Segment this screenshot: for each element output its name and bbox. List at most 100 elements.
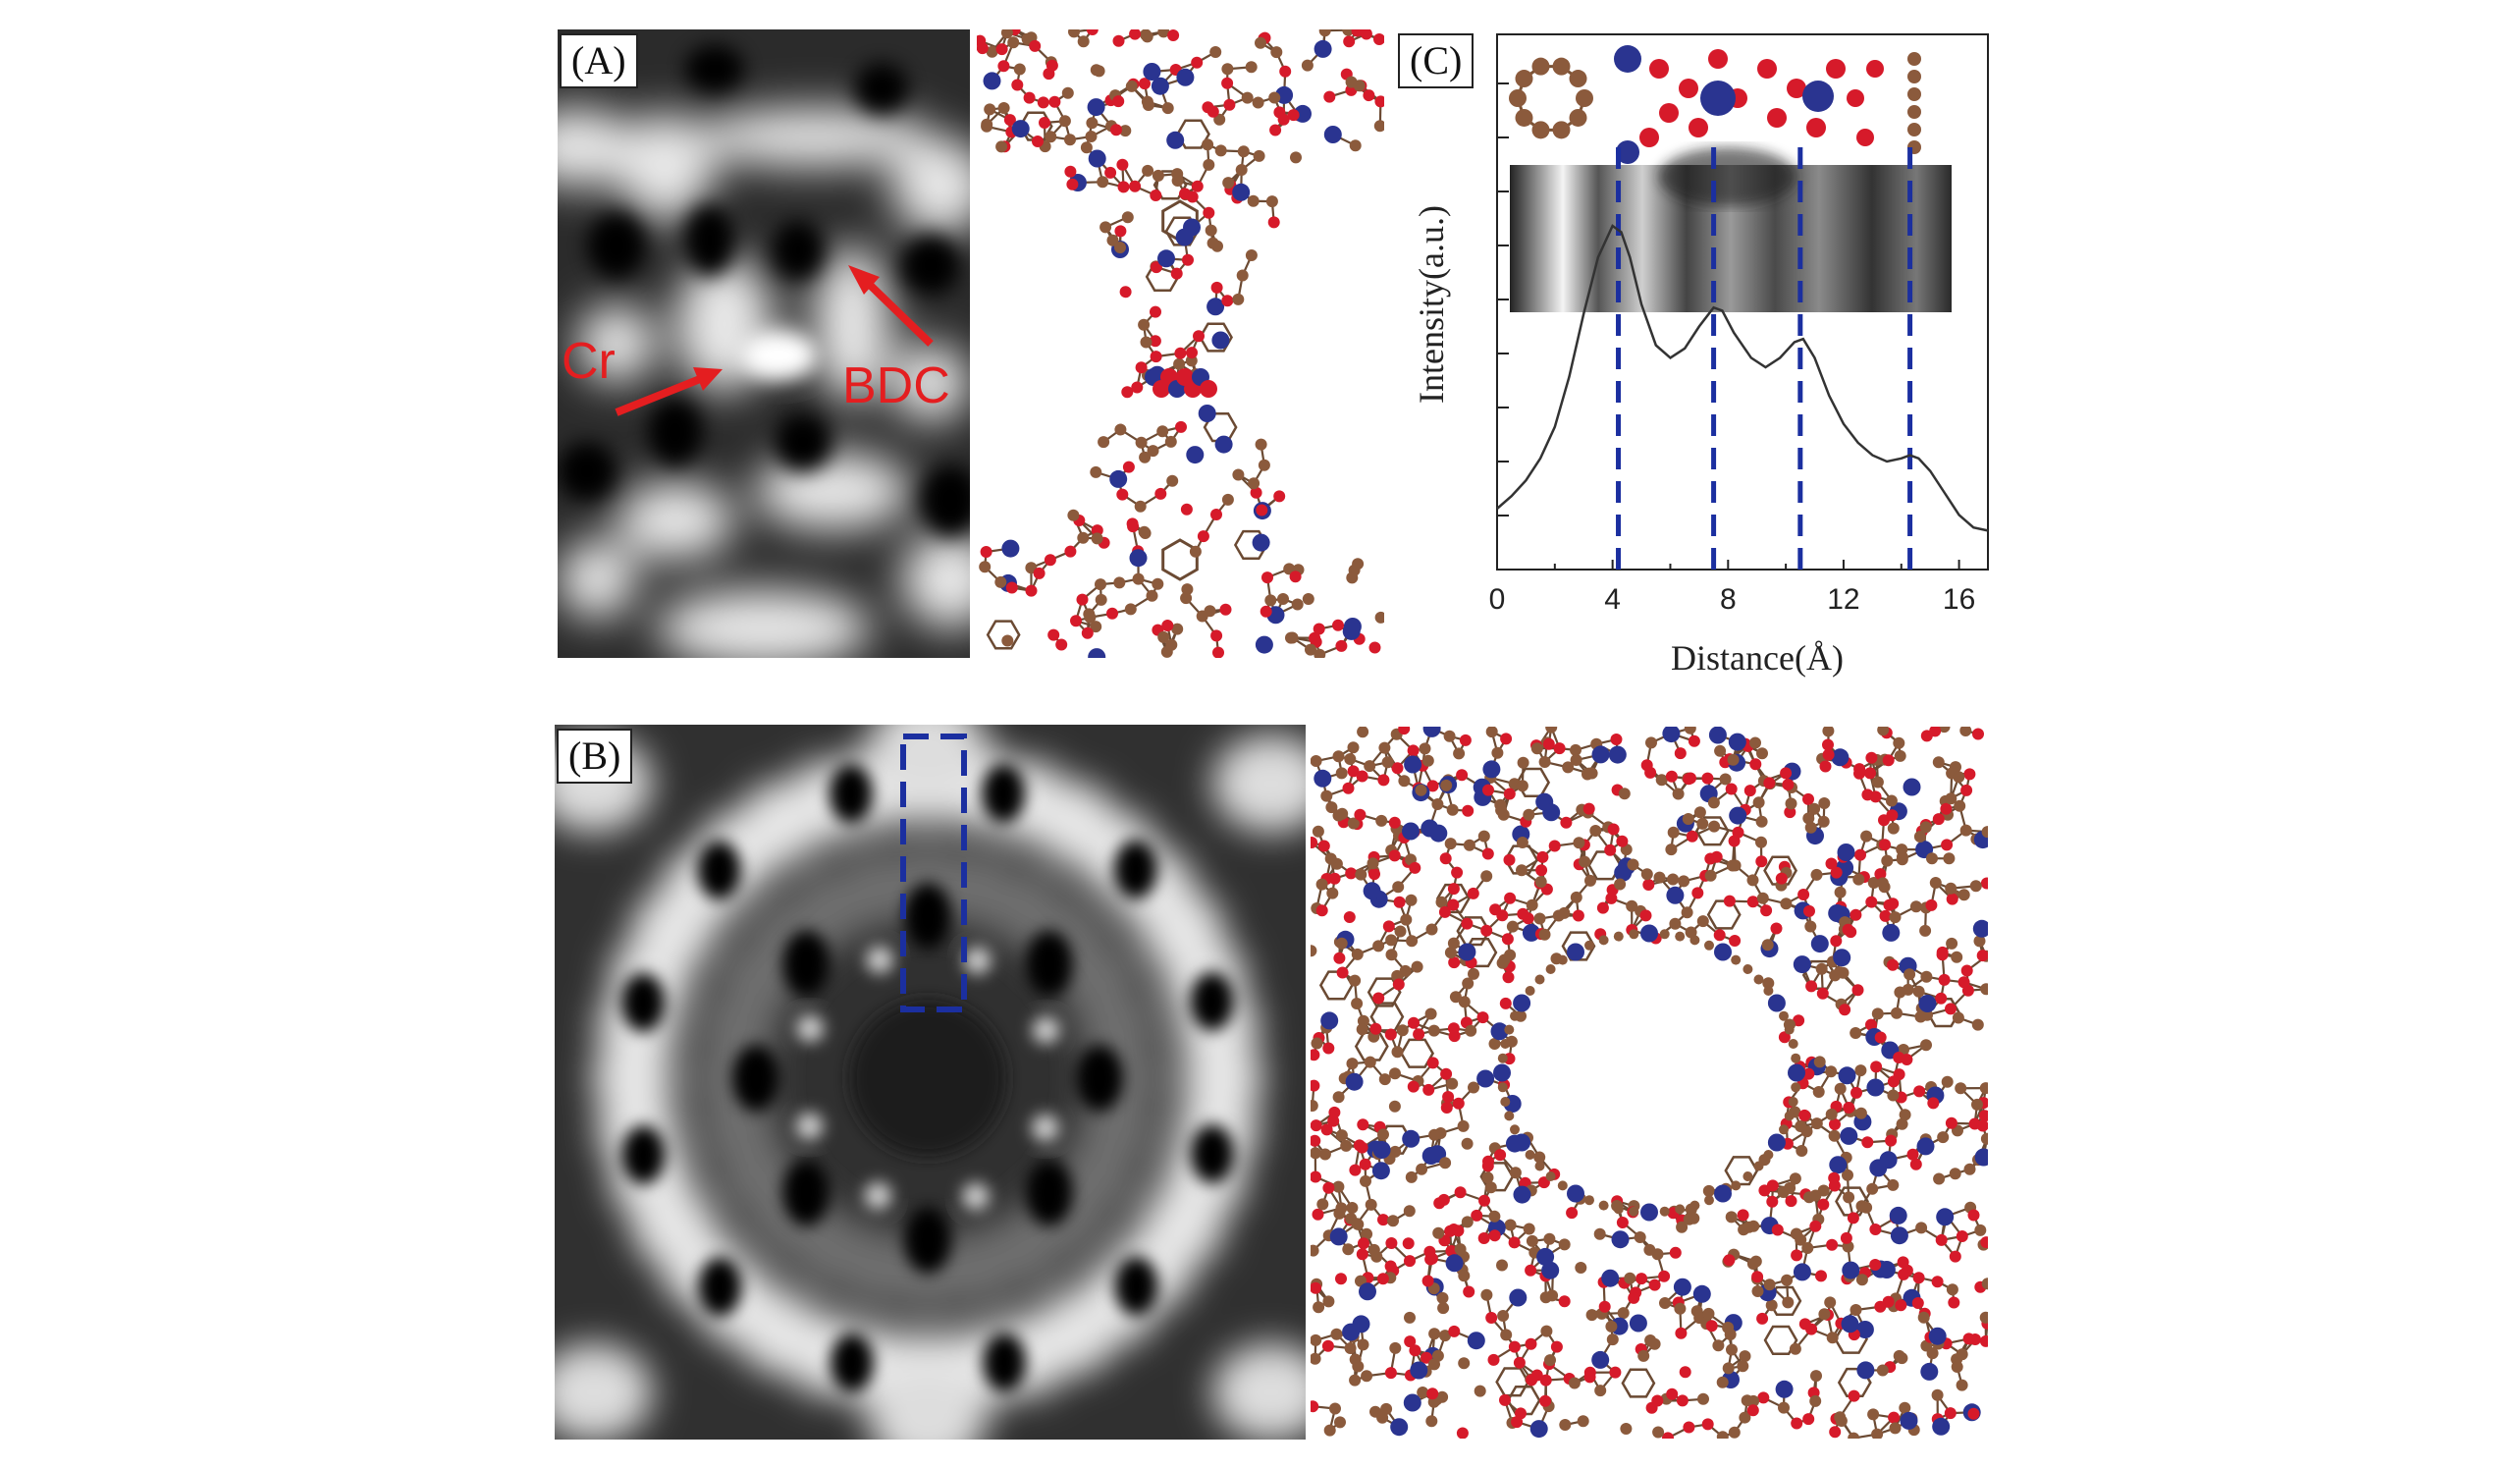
atom <box>1700 81 1736 116</box>
oxygen-atom <box>1826 1238 1839 1251</box>
carbon-atom <box>1802 812 1815 825</box>
oxygen-atom <box>1459 734 1472 746</box>
carbon-atom <box>1887 822 1900 835</box>
cr-atom <box>1629 1314 1647 1333</box>
oxygen-atom <box>1210 629 1223 642</box>
oxygen-atom <box>1311 1134 1321 1147</box>
carbon-atom <box>1941 1075 1954 1088</box>
carbon-atom <box>1173 357 1186 370</box>
oxygen-atom <box>1548 840 1561 852</box>
oxygen-atom <box>1791 1249 1803 1262</box>
cr-atom <box>1928 1327 1947 1345</box>
oxygen-atom <box>1675 1327 1688 1339</box>
oxygen-atom <box>1358 1237 1369 1250</box>
oxygen-atom <box>1976 950 1988 962</box>
oxygen-atom <box>1421 1275 1434 1287</box>
carbon-atom <box>1952 1011 1964 1024</box>
oxygen-atom <box>1409 1344 1421 1357</box>
x-tick-label: 16 <box>1943 583 1975 616</box>
oxygen-atom <box>1746 896 1759 908</box>
carbon-atom <box>1400 913 1413 926</box>
carbon-atom <box>1570 754 1582 766</box>
oxygen-atom <box>1311 1170 1321 1183</box>
oxygen-atom <box>1104 166 1117 179</box>
cr-atom <box>1729 806 1747 825</box>
carbon-atom <box>1396 1024 1409 1037</box>
carbon-atom <box>1346 1202 1359 1214</box>
carbon-atom <box>1425 923 1438 936</box>
panel-b-label: (B) <box>557 729 633 784</box>
carbon-atom <box>1454 1243 1467 1256</box>
atoms <box>977 29 1384 658</box>
oxygen-atom <box>1323 90 1336 103</box>
atom <box>1907 123 1921 136</box>
oxygen-atom <box>1798 1109 1811 1121</box>
oxygen-atom <box>1596 901 1609 914</box>
carbon-atom <box>1141 95 1153 108</box>
carbon-atom <box>1850 1304 1862 1316</box>
oxygen-atom <box>1313 623 1325 635</box>
atom <box>1552 57 1571 76</box>
carbon-atom <box>1860 830 1873 843</box>
cr-atom <box>1536 1247 1555 1266</box>
cr-atom <box>983 72 1001 90</box>
carbon-atom <box>1645 736 1657 749</box>
carbon-atom <box>1286 631 1299 644</box>
carbon-atom <box>1860 1201 1873 1214</box>
carbon-atom <box>1659 1206 1670 1217</box>
carbon-atom <box>1696 915 1709 928</box>
oxygen-atom <box>1363 89 1375 102</box>
carbon-atom <box>1458 1270 1471 1282</box>
oxygen-atom <box>1822 748 1835 761</box>
carbon-atom <box>1326 887 1339 899</box>
carbon-atom <box>1205 224 1217 237</box>
oxygen-atom <box>1384 1260 1397 1273</box>
cr-atom <box>1855 1321 1874 1338</box>
oxygen-atom <box>1865 751 1878 764</box>
oxygen-atom <box>1445 1245 1458 1257</box>
carbon-atom <box>1156 425 1169 438</box>
carbon-atom <box>1854 1064 1867 1077</box>
carbon-atom <box>1344 753 1357 765</box>
carbon-atom <box>1405 894 1418 906</box>
carbon-atom <box>1800 1125 1813 1138</box>
oxygen-atom <box>1322 1181 1335 1194</box>
oxygen-atom <box>1167 29 1180 41</box>
carbon-atom <box>1497 1053 1508 1063</box>
carbon-atom <box>1253 149 1265 162</box>
oxygen-atom <box>995 43 1008 56</box>
carbon-atom <box>1594 1385 1607 1397</box>
oxygen-atom <box>1311 1281 1322 1294</box>
cr-atom <box>1143 63 1161 81</box>
oxygen-atom <box>1705 1320 1718 1333</box>
carbon-atom <box>1432 1226 1445 1239</box>
carbon-atom <box>1428 1328 1441 1340</box>
carbon-atom <box>1405 1170 1418 1183</box>
carbon-atom <box>1784 1111 1795 1121</box>
carbon-atom <box>1866 1182 1879 1195</box>
carbon-atom <box>1457 1119 1470 1132</box>
cr-atom <box>1767 1133 1786 1152</box>
carbon-atom <box>1349 974 1362 987</box>
atom <box>1806 118 1826 137</box>
oxygen-atom <box>1691 887 1704 899</box>
oxygen-atom <box>1373 33 1384 45</box>
carbon-atom <box>1318 29 1331 37</box>
oxygen-atom <box>1356 1141 1368 1154</box>
cr-atom <box>1708 727 1727 744</box>
oxygen-atom <box>1870 1061 1883 1073</box>
cr-atom <box>1714 1184 1732 1203</box>
cr-atom <box>1314 39 1332 58</box>
cr-atom <box>1601 1269 1620 1287</box>
carbon-atom <box>1926 1347 1939 1360</box>
carbon-atom <box>1504 1024 1515 1035</box>
oxygen-atom <box>1150 305 1161 318</box>
carbon-atom <box>1114 423 1127 436</box>
oxygen-atom <box>1161 620 1174 631</box>
atom <box>1866 60 1884 78</box>
carbon-atom <box>1265 195 1278 208</box>
oxygen-atom <box>1504 892 1517 904</box>
cr-atom <box>1255 635 1273 654</box>
bdc-arrow <box>848 265 934 347</box>
panel-c-xlabel: Distance(Å) <box>1671 638 1844 678</box>
